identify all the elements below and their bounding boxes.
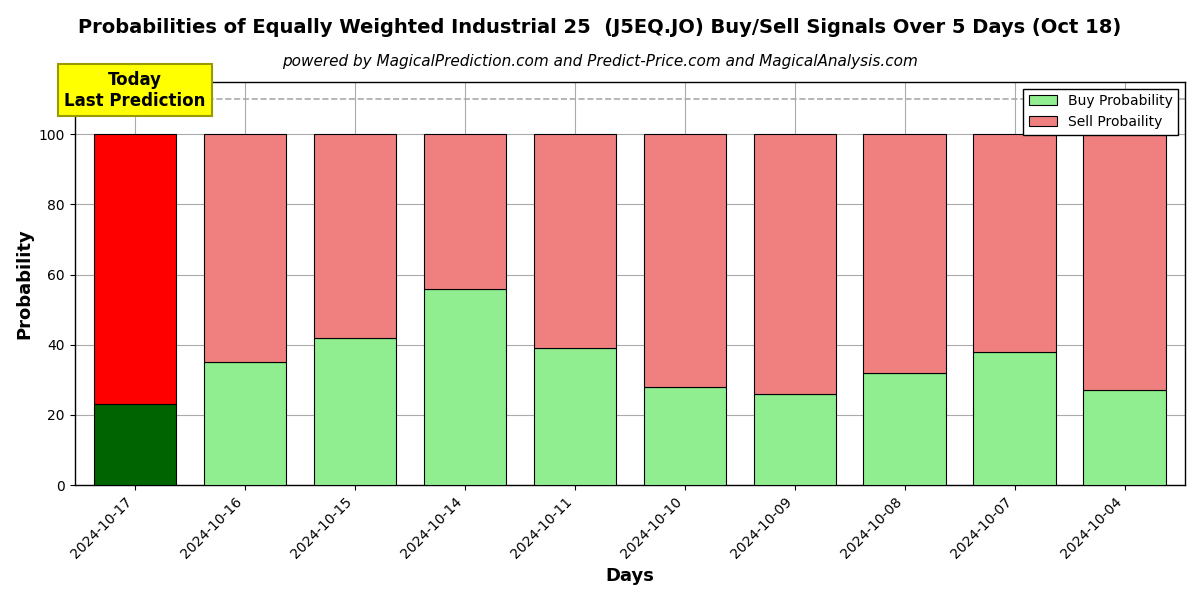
Bar xyxy=(643,134,726,387)
Bar xyxy=(534,349,616,485)
Bar xyxy=(754,134,836,394)
Bar xyxy=(313,338,396,485)
Bar xyxy=(754,394,836,485)
Bar xyxy=(424,289,506,485)
Bar xyxy=(864,373,946,485)
Bar xyxy=(424,134,506,289)
Bar xyxy=(973,134,1056,352)
Bar xyxy=(204,134,287,362)
Bar xyxy=(973,352,1056,485)
Bar xyxy=(313,134,396,338)
Bar xyxy=(94,404,176,485)
Text: Today
Last Prediction: Today Last Prediction xyxy=(65,71,206,110)
Bar xyxy=(1084,134,1165,391)
Bar xyxy=(534,134,616,349)
Bar xyxy=(864,134,946,373)
X-axis label: Days: Days xyxy=(605,567,654,585)
Text: powered by MagicalPrediction.com and Predict-Price.com and MagicalAnalysis.com: powered by MagicalPrediction.com and Pre… xyxy=(282,54,918,69)
Text: Probabilities of Equally Weighted Industrial 25  (J5EQ.JO) Buy/Sell Signals Over: Probabilities of Equally Weighted Indust… xyxy=(78,18,1122,37)
Y-axis label: Probability: Probability xyxy=(16,228,34,339)
Bar xyxy=(204,362,287,485)
Bar xyxy=(94,134,176,404)
Bar xyxy=(1084,391,1165,485)
Legend: Buy Probability, Sell Probaility: Buy Probability, Sell Probaility xyxy=(1024,89,1178,134)
Bar xyxy=(643,387,726,485)
